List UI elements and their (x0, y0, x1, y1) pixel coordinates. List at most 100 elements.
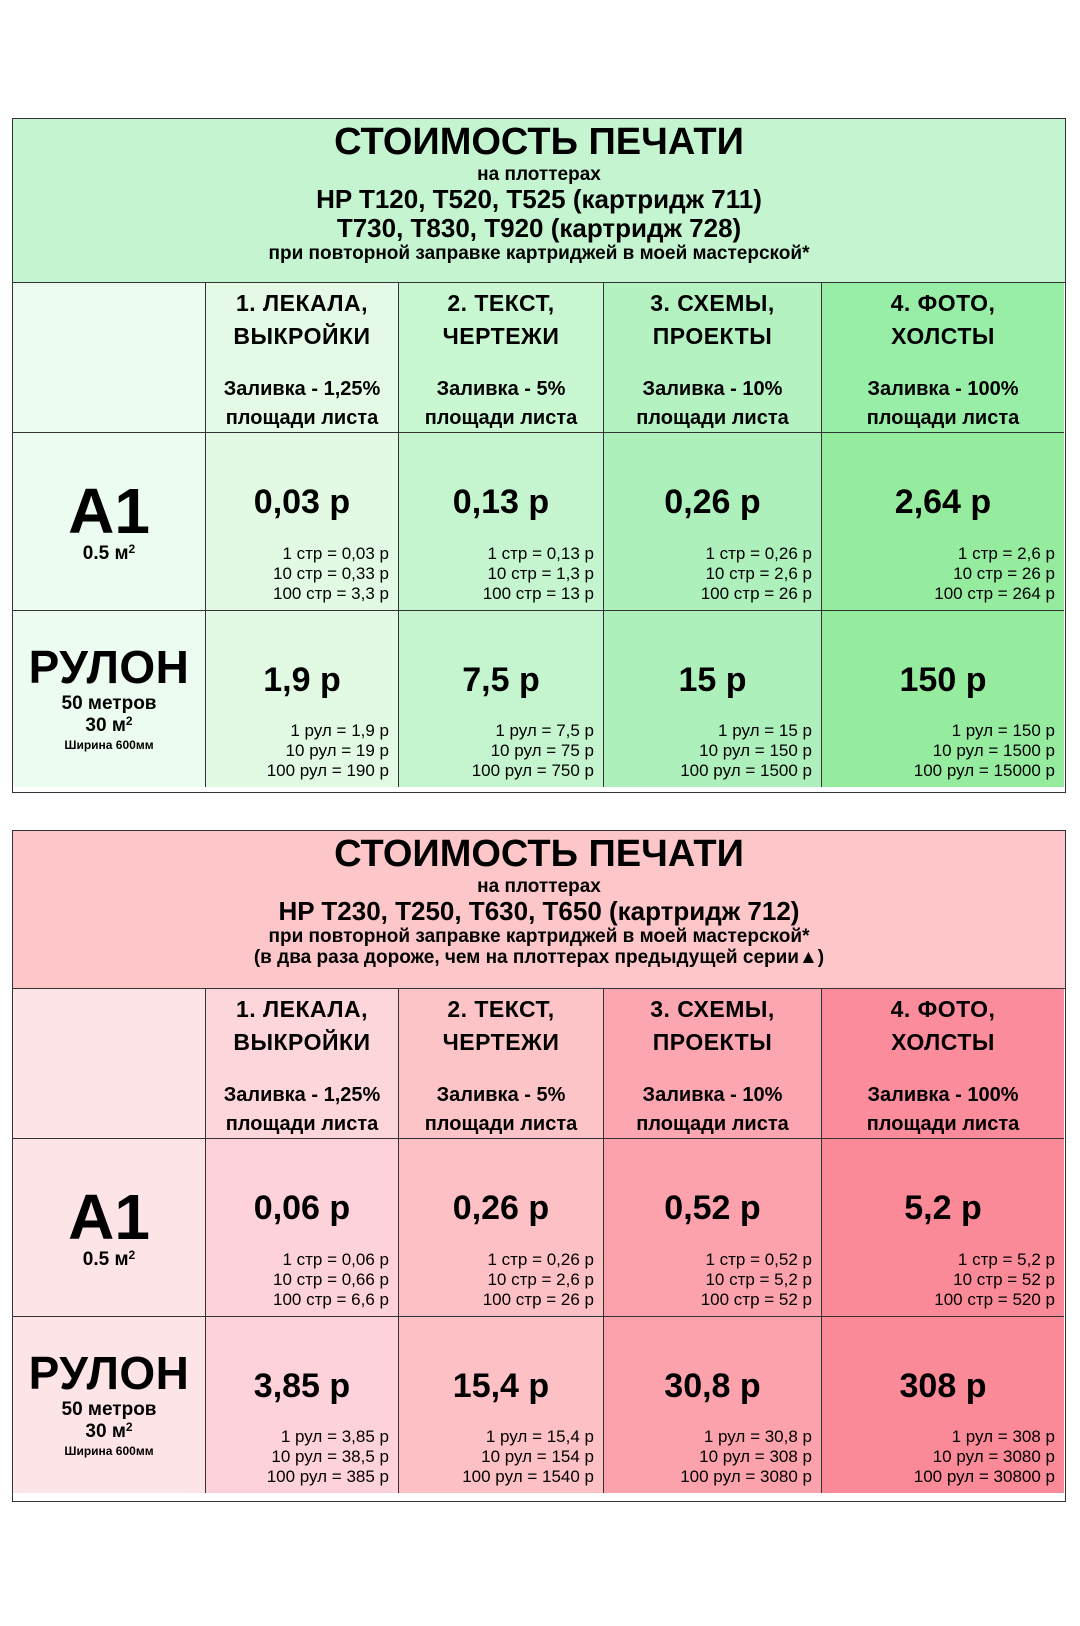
fill-caption: площади листа (424, 1113, 578, 1135)
price-detail-line: 1 стр = 0,26 р (487, 1250, 594, 1269)
price-detail-line: 100 стр = 13 р (482, 584, 594, 603)
price-detail-line: 1 рул = 30,8 р (703, 1427, 812, 1446)
area-value: 30 м (85, 1421, 126, 1442)
area-exponent: 2 (125, 1420, 133, 1434)
column-name-line: ХОЛСТЫ (891, 323, 995, 349)
column-name-line: 1. ЛЕКАЛА, (235, 996, 369, 1022)
price-cell: 1,9 р 1 рул = 1,9 р 10 рул = 19 р 100 рул =… (206, 611, 399, 787)
column-name-line: ЧЕРТЕЖИ (442, 323, 560, 349)
price-detail-line: 100 стр = 52 р (700, 1290, 812, 1309)
column-header: 4. ФОТО, ХОЛСТЫ Заливка - 100% площади лист… (822, 283, 1064, 433)
price-detail-line: 1 рул = 7,5 р (495, 721, 594, 740)
area-exponent: 2 (128, 1248, 136, 1262)
plotter-models: HP T230, T250, T630, T650 (картридж 712) (278, 895, 800, 926)
price-detail-line: 10 рул = 154 р (481, 1447, 594, 1466)
fill-percent: Заливка - 10% (642, 378, 783, 400)
price-detail-line: 100 рул = 385 р (266, 1467, 389, 1486)
price-detail-line: 100 рул = 1500 р (680, 761, 812, 780)
price-detail-line: 1 стр = 0,26 р (705, 544, 812, 563)
fill-caption: площади листа (636, 1113, 789, 1135)
area-value: 0.5 м (82, 543, 129, 564)
price-cell: 2,64 р 1 стр = 2,6 р 10 стр = 26 р 100 стр … (822, 433, 1064, 611)
fill-caption: площади листа (866, 1113, 1020, 1135)
price-cell: 150 р 1 рул = 150 р 10 рул = 1500 р 100 рул… (822, 611, 1064, 787)
unit-price: 0,26 р (452, 1189, 550, 1227)
price-detail-line: 100 рул = 1540 р (462, 1467, 594, 1486)
fill-percent: Заливка - 1,25% (223, 378, 381, 400)
price-cell: 7,5 р 1 рул = 7,5 р 10 рул = 75 р 100 рул =… (399, 611, 604, 787)
price-details: 1 рул = 1,9 р 10 рул = 19 р 100 рул = 190 … (267, 721, 389, 781)
price-details: 1 стр = 0,52 р 10 стр = 5,2 р 100 стр = 52… (701, 1250, 812, 1310)
price-detail-line: 100 рул = 190 р (266, 761, 389, 780)
column-name-line: 2. ТЕКСТ, (447, 290, 555, 316)
price-cell: 0,13 р 1 стр = 0,13 р 10 стр = 1,3 р 100 ст… (399, 433, 604, 611)
column-name-line: ХОЛСТЫ (891, 1029, 995, 1055)
price-detail-line: 10 стр = 5,2 р (705, 1270, 812, 1289)
column-name-line: ВЫКРОЙКИ (233, 323, 371, 349)
column-name-line: 3. СХЕМЫ, (650, 290, 775, 316)
price-detail-line: 1 рул = 15,4 р (485, 1427, 594, 1446)
price-details: 1 рул = 15,4 р 10 рул = 154 р 100 рул = 15… (462, 1427, 594, 1487)
price-detail-line: 1 рул = 308 р (951, 1427, 1055, 1446)
row-label-roll: РУЛОН 50 метров 30 м2 Ширина 600мм (13, 1317, 206, 1493)
price-detail-line: 10 стр = 1,3 р (487, 564, 594, 583)
roll-area: 30 м2 (13, 715, 205, 737)
row-label-a1: A1 0.5 м2 (13, 433, 206, 611)
price-detail-line: 1 рул = 1,9 р (290, 721, 389, 740)
unit-price: 1,9 р (263, 661, 341, 699)
table-note: при повторной заправке картриджей в моей… (268, 243, 810, 265)
column-name: 1. ЛЕКАЛА, ВЫКРОЙКИ (206, 287, 398, 353)
column-name-line: ПРОЕКТЫ (652, 1029, 773, 1055)
price-detail-line: 10 рул = 38,5 р (271, 1447, 389, 1466)
fill-caption: площади листа (225, 1113, 379, 1135)
column-name-line: ЧЕРТЕЖИ (442, 1029, 560, 1055)
price-detail-line: 100 стр = 26 р (482, 1290, 594, 1309)
price-detail-line: 100 стр = 3,3 р (272, 584, 389, 603)
column-header: 2. ТЕКСТ, ЧЕРТЕЖИ Заливка - 5% площади лист… (399, 989, 604, 1139)
price-detail-line: 10 рул = 3080 р (932, 1447, 1055, 1466)
column-fill: Заливка - 5% площади листа (399, 375, 603, 433)
price-detail-line: 10 стр = 2,6 р (705, 564, 812, 583)
price-detail-line: 10 рул = 75 р (490, 741, 594, 760)
fill-caption: площади листа (866, 407, 1020, 429)
column-name-line: 4. ФОТО, (890, 996, 996, 1022)
column-fill: Заливка - 100% площади листа (822, 1081, 1064, 1139)
column-header: 4. ФОТО, ХОЛСТЫ Заливка - 100% площади лист… (822, 989, 1064, 1139)
unit-price: 308 р (899, 1367, 987, 1405)
column-name-line: 3. СХЕМЫ, (650, 996, 775, 1022)
price-cell: 0,26 р 1 стр = 0,26 р 10 стр = 2,6 р 100 ст… (399, 1139, 604, 1317)
price-detail-line: 10 рул = 19 р (285, 741, 389, 760)
column-fill: Заливка - 1,25% площади листа (206, 1081, 398, 1139)
price-detail-line: 10 рул = 1500 р (932, 741, 1055, 760)
unit-price: 15,4 р (452, 1367, 550, 1405)
column-name: 3. СХЕМЫ, ПРОЕКТЫ (604, 287, 821, 353)
column-header: 3. СХЕМЫ, ПРОЕКТЫ Заливка - 10% площади лис… (604, 989, 822, 1139)
table-header: СТОИМОСТЬ ПЕЧАТИ на плоттерах HP T120, T… (13, 119, 1065, 283)
price-details: 1 рул = 30,8 р 10 рул = 308 р 100 рул = 30… (680, 1427, 812, 1487)
column-name: 4. ФОТО, ХОЛСТЫ (822, 287, 1064, 353)
price-cell: 0,06 р 1 стр = 0,06 р 10 стр = 0,66 р 100 с… (206, 1139, 399, 1317)
column-name: 1. ЛЕКАЛА, ВЫКРОЙКИ (206, 993, 398, 1059)
price-details: 1 стр = 0,06 р 10 стр = 0,66 р 100 стр = 6… (273, 1250, 389, 1310)
column-name-line: ВЫКРОЙКИ (233, 1029, 371, 1055)
price-detail-line: 100 рул = 750 р (471, 761, 594, 780)
column-name-line: 4. ФОТО, (890, 290, 996, 316)
price-details: 1 рул = 7,5 р 10 рул = 75 р 100 рул = 750 … (472, 721, 594, 781)
fill-percent: Заливка - 5% (436, 1084, 566, 1106)
column-name: 4. ФОТО, ХОЛСТЫ (822, 993, 1064, 1059)
fill-percent: Заливка - 5% (436, 378, 566, 400)
price-detail-line: 1 стр = 0,13 р (487, 544, 594, 563)
column-fill: Заливка - 10% площади листа (604, 375, 821, 433)
price-detail-line: 1 стр = 0,06 р (282, 1250, 389, 1269)
price-grid: 1. ЛЕКАЛА, ВЫКРОЙКИ Заливка - 1,25% площади… (13, 283, 1065, 792)
price-detail-line: 100 рул = 30800 р (913, 1467, 1055, 1486)
row-label-a1: A1 0.5 м2 (13, 1139, 206, 1317)
column-name: 2. ТЕКСТ, ЧЕРТЕЖИ (399, 287, 603, 353)
price-cell: 15 р 1 рул = 15 р 10 рул = 150 р 100 рул = … (604, 611, 822, 787)
price-detail-line: 1 стр = 2,6 р (957, 544, 1055, 563)
area-exponent: 2 (125, 714, 133, 728)
unit-price: 0,03 р (253, 483, 351, 521)
area-value: 0.5 м (82, 1249, 129, 1270)
roll-area: 30 м2 (13, 1421, 205, 1443)
unit-price: 150 р (899, 661, 987, 699)
